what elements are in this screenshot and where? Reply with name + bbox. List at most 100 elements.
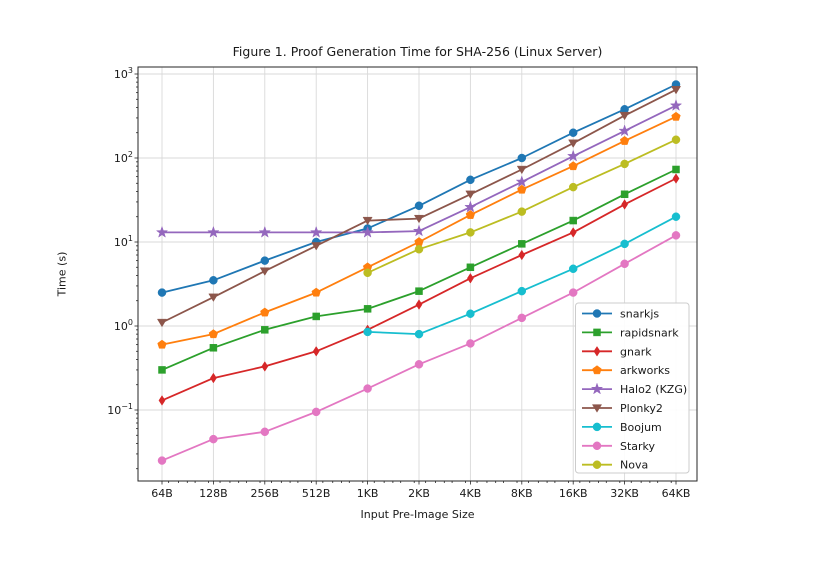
x-tick-label: 8KB [511, 487, 533, 500]
y-tick-label: 100 [114, 318, 133, 333]
thin-diamond-marker [593, 346, 601, 357]
square-marker [569, 216, 577, 225]
series-plonky2 [156, 86, 682, 328]
triangle-down-marker [465, 190, 476, 199]
legend: snarkjs rapidsnark gnark arkworks Halo2 (KZG… [575, 302, 690, 474]
circle-marker [517, 313, 527, 323]
pentagon-marker [208, 329, 219, 339]
circle-marker [568, 182, 578, 192]
star-marker [618, 124, 631, 137]
square-marker [158, 366, 166, 374]
star-marker [515, 175, 529, 188]
x-tick-label: 64B [151, 487, 173, 500]
circle-marker [592, 422, 602, 432]
circle-marker [592, 460, 602, 469]
x-tick-label: 4KB [460, 487, 482, 500]
pentagon-marker [568, 161, 578, 171]
thin-diamond-marker [518, 249, 526, 261]
circle-marker [517, 207, 527, 216]
pentagon-marker [592, 365, 602, 375]
triangle-down-marker [516, 165, 527, 175]
thin-diamond-marker [210, 372, 217, 384]
thin-diamond-marker [415, 299, 423, 310]
legend-label: Starky [620, 440, 656, 453]
triangle-down-marker [362, 216, 373, 226]
x-tick-label: 1KB [357, 487, 379, 500]
circle-marker [592, 441, 602, 451]
circle-marker [620, 239, 629, 249]
circle-marker [517, 153, 527, 163]
x-tick-label: 2KB [408, 487, 430, 500]
y-axis-label: Time (s) [55, 251, 69, 297]
square-marker [672, 165, 680, 174]
x-tick-label: 16KB [559, 487, 588, 500]
circle-marker [157, 288, 167, 297]
circle-marker [363, 327, 372, 337]
circle-marker [620, 159, 629, 169]
circle-marker [209, 434, 218, 444]
legend-label: snarkjs [620, 308, 659, 321]
legend-row-boojum: Boojum [582, 421, 662, 434]
legend-label: arkworks [620, 364, 670, 377]
legend-label: Plonky2 [620, 402, 663, 415]
legend-label: Halo2 (KZG) [620, 383, 687, 396]
x-tick-label: 64KB [662, 487, 691, 500]
star-marker [412, 224, 426, 237]
pentagon-marker [311, 287, 321, 297]
legend-label: gnark [620, 345, 652, 358]
star-marker [669, 99, 683, 111]
circle-marker [592, 309, 602, 318]
pentagon-marker [157, 339, 167, 349]
pentagon-marker [260, 307, 270, 317]
series-halo2-kzg- [155, 99, 683, 238]
triangle-down-marker [413, 214, 425, 224]
circle-marker [466, 309, 475, 318]
square-marker [312, 312, 320, 321]
pentagon-marker [619, 135, 630, 145]
series-starky [157, 231, 681, 465]
series-arkworks [157, 111, 681, 349]
axis-ticks [134, 73, 677, 485]
thin-diamond-marker [312, 346, 320, 357]
thin-diamond-marker [467, 273, 474, 284]
circle-marker [363, 268, 372, 278]
circle-marker [517, 286, 527, 296]
legend-row-nova: Nova [582, 459, 648, 472]
star-marker [566, 149, 580, 162]
circle-marker [157, 456, 167, 465]
star-marker [464, 200, 477, 213]
legend-box [575, 302, 690, 474]
x-tick-label: 256B [251, 487, 280, 500]
square-marker [209, 344, 218, 352]
star-marker [258, 225, 272, 238]
series-boojum [363, 212, 681, 339]
pentagon-marker [517, 184, 527, 194]
circle-marker [260, 427, 270, 437]
triangle-down-marker [568, 139, 579, 148]
square-marker [593, 328, 601, 337]
square-marker [415, 287, 423, 295]
thin-diamond-marker [569, 227, 577, 238]
triangle-down-marker [208, 293, 219, 302]
y-tick-label: 102 [114, 150, 133, 165]
triangle-down-marker [670, 86, 682, 95]
pentagon-marker [671, 111, 681, 121]
legend-row-plonky2: Plonky2 [582, 402, 663, 415]
x-tick-label: 512B [302, 487, 331, 500]
circle-marker [671, 231, 681, 240]
circle-marker [414, 244, 424, 254]
circle-marker [414, 201, 424, 211]
thin-diamond-marker [158, 395, 166, 406]
circle-marker [620, 259, 629, 269]
thin-diamond-marker [261, 361, 269, 372]
legend-row-snarkjs: snarkjs [582, 308, 659, 321]
circle-marker [260, 256, 270, 265]
series-rapidsnark [158, 165, 680, 374]
square-marker [620, 190, 629, 199]
chart-title: Figure 1. Proof Generation Time for SHA-… [232, 44, 603, 59]
star-marker [155, 225, 169, 238]
circle-marker [414, 329, 424, 339]
plot-border [137, 66, 698, 482]
star-marker [590, 382, 604, 395]
star-marker [207, 225, 220, 238]
